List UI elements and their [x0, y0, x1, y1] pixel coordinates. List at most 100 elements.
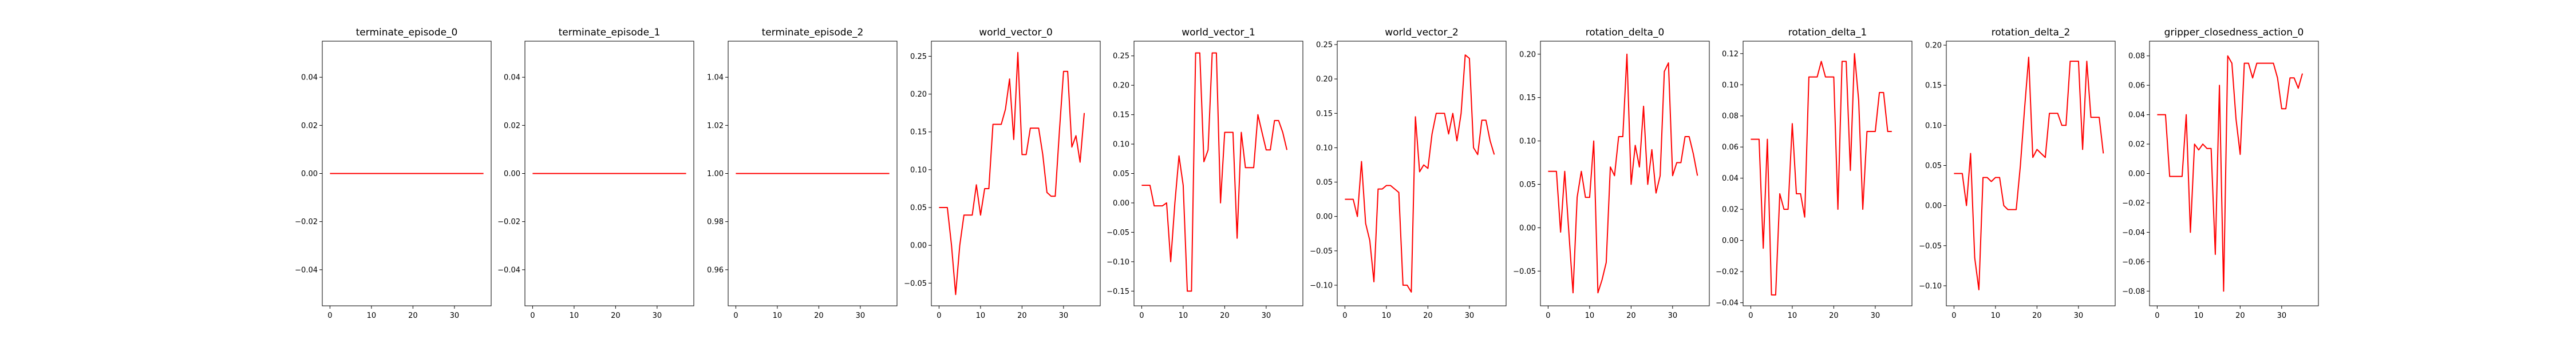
x-tick-label: 30 — [856, 312, 866, 320]
y-tick-label: −0.02 — [295, 218, 318, 226]
y-tick-label: 0.10 — [1113, 141, 1129, 149]
subplot-title: world_vector_0 — [979, 27, 1053, 38]
x-tick-label: 30 — [1668, 312, 1678, 320]
y-tick-label: 0.00 — [2128, 170, 2145, 178]
y-tick-label: 0.15 — [1113, 111, 1129, 119]
x-tick-label: 0 — [1546, 312, 1550, 320]
series-line-0 — [1141, 52, 1288, 292]
y-tick-label: 0.05 — [910, 204, 927, 213]
subplot-7: rotation_delta_1 0 10 20 30 −0.04 −0.02 0.00 0.0… — [1716, 27, 1913, 320]
x-tick-label: 10 — [367, 312, 377, 320]
y-tick-label: 0.02 — [301, 122, 318, 130]
subplot-title: terminate_episode_0 — [356, 27, 458, 38]
y-tick-label: 0.06 — [1722, 143, 1739, 152]
y-tick-label: −0.10 — [1919, 282, 1942, 290]
x-tick-label: 10 — [1382, 312, 1392, 320]
x-tick-label: 0 — [530, 312, 535, 320]
y-tick-label: −0.05 — [1107, 229, 1129, 237]
y-tick-label: 0.15 — [1925, 82, 1942, 90]
x-tick-label: 10 — [1585, 312, 1595, 320]
y-tick-label: 0.10 — [1519, 137, 1536, 146]
subplot-title: terminate_episode_1 — [559, 27, 661, 38]
series-line-0 — [1345, 54, 1495, 293]
y-tick-label: −0.06 — [2122, 258, 2145, 266]
y-tick-label: 0.04 — [301, 74, 318, 82]
y-tick-label: 1.00 — [707, 170, 724, 178]
y-tick-label: 0.25 — [910, 53, 927, 61]
subplot-title: terminate_episode_2 — [762, 27, 864, 38]
subplot-4: world_vector_1 0 10 20 30 −0.15 −0.10 −0.05 0.00… — [1107, 27, 1303, 320]
subplot-3: world_vector_0 0 10 20 30 −0.05 0.00 0.05 0.10 0.… — [904, 27, 1101, 320]
axes-frame — [1946, 41, 2116, 306]
y-tick-label: 0.20 — [1316, 75, 1333, 84]
x-tick-label: 20 — [814, 312, 824, 320]
series-line-0 — [2157, 55, 2304, 292]
y-tick-label: −0.15 — [1107, 288, 1129, 296]
y-tick-label: −0.10 — [1107, 258, 1129, 266]
axes-frame — [2149, 41, 2319, 306]
y-tick-label: −0.02 — [2122, 199, 2145, 208]
y-tick-label: 0.04 — [2128, 111, 2145, 119]
x-tick-label: 20 — [1423, 312, 1433, 320]
y-tick-label: 0.04 — [1722, 174, 1739, 183]
x-tick-label: 10 — [1991, 312, 2001, 320]
y-tick-label: 1.02 — [707, 122, 724, 130]
axes-frame — [931, 41, 1101, 306]
y-tick-label: 0.15 — [910, 128, 927, 137]
subplot-title: gripper_closedness_action_0 — [2164, 27, 2304, 38]
y-tick-label: −0.04 — [1716, 299, 1739, 308]
x-tick-label: 10 — [570, 312, 579, 320]
axes-frame — [322, 41, 492, 306]
y-tick-label: −0.02 — [497, 218, 520, 226]
y-tick-label: 0.00 — [1316, 213, 1333, 221]
axes-frame — [524, 41, 694, 306]
series-line-0 — [939, 51, 1085, 296]
y-tick-label: 0.04 — [504, 74, 520, 82]
x-tick-label: 10 — [1179, 312, 1188, 320]
subplot-title: rotation_delta_2 — [1992, 27, 2071, 38]
subplot-0: terminate_episode_0 0 10 20 30 −0.04 −0.02 0.00… — [295, 27, 492, 320]
y-tick-label: 0.12 — [1722, 50, 1739, 58]
y-tick-label: −0.10 — [1310, 281, 1333, 290]
x-tick-label: 20 — [408, 312, 418, 320]
x-tick-label: 0 — [733, 312, 738, 320]
axes-frame — [1743, 41, 1913, 306]
y-tick-label: 0.25 — [1316, 41, 1333, 50]
y-tick-label: 0.20 — [1519, 50, 1536, 59]
subplot-title: rotation_delta_0 — [1586, 27, 1665, 38]
series-line-0 — [1751, 53, 1892, 296]
x-tick-label: 30 — [1262, 312, 1271, 320]
y-tick-label: −0.02 — [1716, 268, 1739, 277]
y-tick-label: 0.06 — [2128, 82, 2145, 90]
y-tick-label: 0.08 — [1722, 112, 1739, 121]
x-tick-label: 20 — [1017, 312, 1027, 320]
x-tick-label: 0 — [1951, 312, 1956, 320]
y-tick-label: 0.02 — [1722, 206, 1739, 214]
y-tick-label: 0.00 — [1925, 202, 1942, 210]
x-tick-label: 0 — [1139, 312, 1144, 320]
y-tick-label: 1.04 — [707, 74, 724, 82]
x-tick-label: 20 — [2235, 312, 2245, 320]
x-tick-label: 30 — [2277, 312, 2287, 320]
subplot-title: world_vector_1 — [1182, 27, 1255, 38]
x-tick-label: 20 — [1220, 312, 1230, 320]
y-tick-label: 0.25 — [1113, 52, 1129, 61]
y-tick-label: 0.96 — [707, 266, 724, 274]
y-tick-label: 0.00 — [301, 170, 318, 178]
y-tick-label: 0.00 — [1113, 199, 1129, 208]
y-tick-label: −0.05 — [1513, 268, 1536, 276]
y-tick-label: −0.05 — [1310, 247, 1333, 256]
x-tick-label: 0 — [327, 312, 332, 320]
axes-frame — [1133, 41, 1303, 306]
y-tick-label: 0.00 — [1519, 224, 1536, 233]
x-tick-label: 20 — [1626, 312, 1636, 320]
y-tick-label: 0.20 — [1925, 42, 1942, 50]
x-tick-label: 20 — [611, 312, 621, 320]
x-tick-label: 0 — [1342, 312, 1347, 320]
y-tick-label: −0.05 — [904, 280, 927, 288]
x-tick-label: 30 — [1465, 312, 1475, 320]
y-tick-label: 0.20 — [1113, 82, 1129, 90]
axes-frame — [1337, 41, 1507, 306]
y-tick-label: 0.10 — [1316, 144, 1333, 153]
x-tick-label: 10 — [976, 312, 986, 320]
